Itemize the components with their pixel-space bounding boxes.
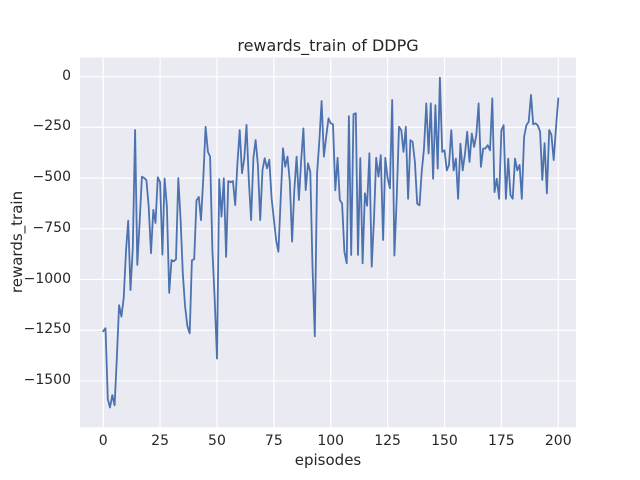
x-tick-label: 25 [151,433,169,449]
chart-title: rewards_train of DDPG [237,36,419,55]
x-tick-label: 75 [264,433,283,449]
x-axis-label: episodes [294,451,362,469]
x-tick-label: 0 [98,433,108,449]
y-tick-label: −1000 [23,270,71,287]
y-tick-label: −1250 [23,321,71,338]
x-tick-label: 100 [317,433,345,449]
x-tick-label: 200 [544,433,572,449]
x-tick-label: 150 [431,433,458,449]
y-tick-label: −750 [32,219,71,236]
reward-line [102,76,560,409]
x-tick-label: 50 [208,433,226,449]
y-tick-label: −500 [32,169,71,186]
x-tick-label: 175 [487,433,515,449]
y-tick-label: −1500 [23,372,71,389]
y-tick-label: −250 [32,118,71,135]
x-tick-label: 125 [374,433,401,449]
y-tick-label: 0 [62,67,71,84]
